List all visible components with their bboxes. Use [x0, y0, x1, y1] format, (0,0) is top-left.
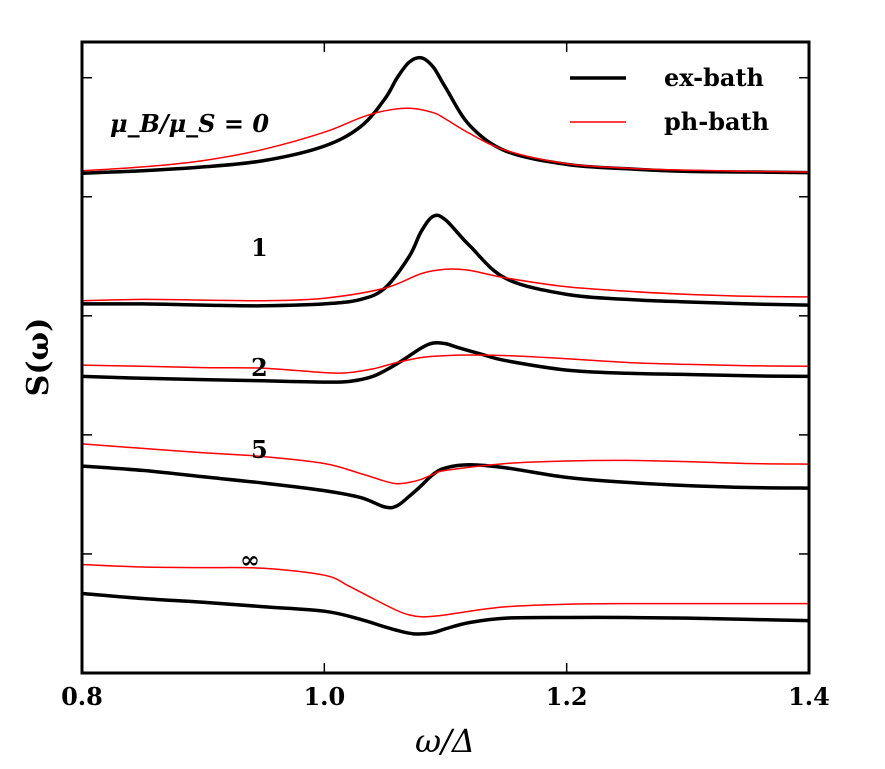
- series-ex-bath-4: [81, 340, 810, 384]
- series-ex-bath-6: [81, 463, 810, 510]
- x-tick-label-0: 0.8: [61, 682, 103, 711]
- curves-layer: [81, 55, 810, 636]
- plot-frame: [80, 40, 811, 675]
- x-axis-label: ω/Δ: [415, 722, 475, 760]
- series-ph-bath-3: [81, 268, 810, 302]
- legend-label-ph-bath: ph-bath: [664, 107, 769, 136]
- curve-label-0: μ_B/μ_S = 0: [110, 109, 269, 138]
- legend: ex-bath ph-bath: [570, 63, 769, 136]
- x-tick-label-1: 1.0: [303, 682, 345, 711]
- series-ph-bath-7: [81, 443, 810, 485]
- legend-label-ex-bath: ex-bath: [664, 63, 764, 92]
- curve-label-5: 5: [251, 435, 268, 464]
- curve-label-1: 1: [251, 233, 268, 262]
- x-tick-label-2: 1.2: [546, 682, 588, 711]
- series-ex-bath-2: [81, 213, 810, 308]
- curve-label-2: 2: [251, 353, 268, 382]
- series-ex-bath-8: [81, 591, 810, 636]
- ticks-layer: 0.8 1.0 1.2 1.4: [61, 42, 830, 711]
- series-ph-bath-1: [81, 107, 810, 173]
- series-ph-bath-5: [81, 354, 810, 374]
- x-tick-label-3: 1.4: [788, 682, 830, 711]
- y-axis-label: S(ω): [21, 318, 56, 397]
- curve-label-infinity: ∞: [240, 545, 260, 574]
- series-ph-bath-9: [81, 563, 809, 618]
